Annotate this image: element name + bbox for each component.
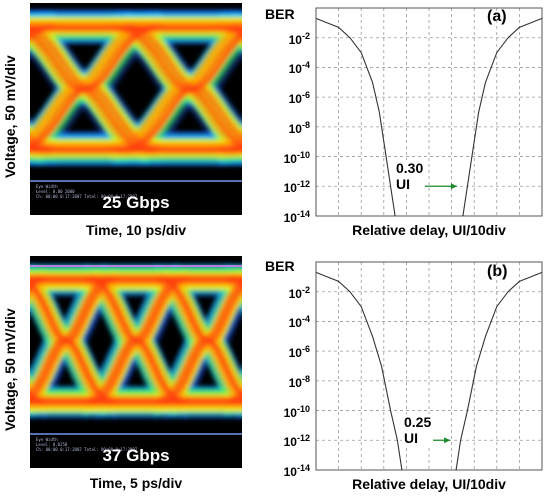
eye-ylabel: Voltage, 50 mV/div bbox=[2, 55, 18, 178]
y-tick-label: 10-2 bbox=[288, 284, 310, 301]
eye-xlabel: Time, 5 ps/div bbox=[89, 475, 183, 491]
ber-curve-right bbox=[455, 271, 543, 471]
y-tick-label: 10-2 bbox=[288, 30, 310, 47]
y-tick-label: 10-14 bbox=[283, 209, 310, 225]
ber-curve-right bbox=[462, 17, 543, 217]
eye-traces bbox=[30, 263, 242, 419]
ui-opening-label: 0.30 UI bbox=[394, 160, 426, 192]
eye-diagram-svg bbox=[30, 9, 242, 182]
eye-ylabel: Voltage, 50 mV/div bbox=[2, 308, 18, 431]
eye-traces bbox=[30, 9, 242, 167]
y-tick-label: 10-10 bbox=[283, 149, 310, 166]
plot-letter: (b) bbox=[487, 263, 508, 280]
arrow-head-right bbox=[444, 437, 451, 444]
ber-curve-left bbox=[315, 17, 396, 217]
eye-diagram-37gbps: Eye Width Level: 0.0258 Ch: 00:00 0:17:2… bbox=[30, 256, 242, 468]
ber-plot-a bbox=[315, 7, 543, 217]
y-tick-label: 10-4 bbox=[288, 314, 310, 331]
y-tick-label: 10-6 bbox=[288, 344, 310, 361]
y-tick-label: 10-8 bbox=[288, 373, 310, 390]
eye-xlabel: Time, 10 ps/div bbox=[85, 222, 187, 238]
ber-title: BER bbox=[265, 258, 295, 274]
ber-plot-svg bbox=[315, 7, 543, 217]
eye-small-text: Eye Width Level: 0.0258 Ch: 00:00 0:17:2… bbox=[36, 437, 138, 452]
y-tick-label: 10-8 bbox=[288, 119, 310, 136]
ber-title: BER bbox=[265, 6, 295, 22]
y-tick-label: 10-12 bbox=[283, 433, 310, 450]
y-tick-label: 10-12 bbox=[283, 179, 310, 196]
y-tick-label: 10-4 bbox=[288, 60, 310, 77]
plot-frame bbox=[315, 7, 543, 217]
y-tick-label: 10-10 bbox=[283, 403, 310, 420]
eye-diagram-svg bbox=[30, 263, 242, 435]
y-tick-label: 10-6 bbox=[288, 90, 310, 107]
plot-frame bbox=[315, 261, 543, 471]
eye-small-text: Eye Width Level: 0.00 2000 Ch: 00:00 0:1… bbox=[36, 184, 138, 199]
eye-diagram-25gbps: Eye Width Level: 0.00 2000 Ch: 00:00 0:1… bbox=[30, 3, 242, 215]
eye-rate-label: 25 Gbps bbox=[102, 193, 170, 212]
ber-plot-b bbox=[315, 261, 543, 471]
ui-opening-label: 0.25 UI bbox=[402, 414, 434, 446]
eye-rate-label: 37 Gbps bbox=[102, 446, 170, 465]
arrow-head-right bbox=[450, 183, 457, 190]
ber-xlabel: Relative delay, UI/10div bbox=[352, 222, 506, 238]
y-tick-label: 10-14 bbox=[283, 463, 310, 479]
ber-plot-svg bbox=[315, 261, 543, 471]
ber-xlabel: Relative delay, UI/10div bbox=[352, 476, 506, 492]
ber-curve-left bbox=[315, 271, 403, 471]
